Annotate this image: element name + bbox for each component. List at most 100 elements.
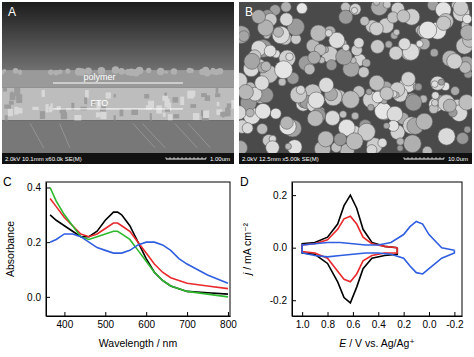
sem-texture: [2, 71, 4, 75]
tick-label: 800: [220, 319, 237, 330]
sem-scale-tick: [439, 157, 440, 159]
sem-scale-tick: [185, 157, 186, 159]
sem-texture: [96, 112, 101, 117]
tick: 0.0: [423, 312, 437, 330]
sem-particle: [304, 64, 315, 75]
sem-scale-tick: [419, 157, 420, 159]
sem-particle: [431, 81, 438, 88]
sem-texture: [172, 97, 178, 103]
tick: 0.0: [27, 292, 50, 303]
sem-particle: [404, 135, 422, 153]
sem-particle: [342, 91, 360, 109]
sem-particle: [370, 22, 384, 36]
sem-scale-tick: [435, 157, 436, 159]
sem-particle: [239, 26, 250, 44]
sem-particle: [369, 75, 384, 90]
sem-texture: [76, 69, 82, 75]
sem-texture: [84, 97, 87, 104]
sem-texture: [163, 113, 166, 117]
tick-label: 700: [179, 319, 196, 330]
sem-texture: [42, 90, 45, 97]
x-axis-title: E / V vs. Ag/Ag⁺: [339, 337, 415, 349]
plot-frame: [46, 182, 230, 316]
panel-letter: B: [245, 5, 253, 19]
sem-texture: [136, 67, 144, 75]
sem-particle: [432, 92, 440, 100]
tick-label: 600: [138, 319, 155, 330]
sem-particle: [296, 86, 305, 95]
tick: 400: [57, 312, 74, 330]
sem-particle: [307, 110, 323, 126]
tick-label: 0.2: [273, 190, 287, 201]
tick-label: 500: [97, 319, 114, 330]
axis-line: [292, 183, 293, 317]
sem-particle: [264, 45, 276, 57]
data-line: [302, 216, 397, 282]
sem-particle: [430, 49, 438, 57]
sem-particle: [325, 30, 332, 37]
sem-info-strip: [239, 153, 472, 164]
sem-image: [239, 2, 472, 164]
tick-mark: [46, 297, 50, 298]
sem-particle: [358, 67, 369, 78]
sem-substrate: [2, 120, 234, 164]
data-line: [50, 234, 228, 283]
sem-texture: [10, 93, 16, 101]
data-line: [50, 212, 228, 294]
sem-texture: [171, 68, 177, 74]
sem-texture: [101, 112, 107, 119]
sem-texture: [53, 70, 58, 75]
sem-particle: [351, 112, 358, 119]
tick: 0.2: [397, 312, 411, 330]
sem-texture: [85, 90, 89, 98]
sem-texture: [4, 105, 11, 109]
sem-particle: [387, 106, 403, 122]
sem-particle: [286, 53, 294, 61]
sem-scale-tick: [403, 157, 404, 159]
sem-scale-tick: [407, 157, 408, 159]
sem-particle: [397, 138, 405, 146]
axis-line: [46, 183, 47, 317]
sem-texture: [120, 109, 124, 117]
sem-texture: [30, 124, 43, 148]
tick-label: 0.2: [27, 237, 41, 248]
sem-info-strip: [2, 153, 234, 164]
sem-texture: [168, 114, 173, 121]
plot-area: [50, 187, 228, 296]
tick: 0.0: [273, 242, 296, 253]
tick: 800: [220, 312, 237, 330]
sem-particle: [266, 141, 280, 155]
sem-texture: [49, 106, 52, 112]
sem-particle: [334, 133, 347, 146]
sem-texture: [165, 70, 168, 73]
sem-particle: [464, 126, 471, 133]
sem-particle: [310, 25, 326, 41]
panel-letter: D: [240, 175, 249, 189]
tick-mark: [187, 312, 188, 316]
sem-particle: [373, 2, 379, 6]
data-line: [302, 195, 397, 303]
sem-particle: [383, 2, 391, 8]
tick: 0.4: [372, 312, 386, 330]
sem-particle: [285, 143, 291, 149]
tick: 600: [138, 312, 155, 330]
tick: 0.8: [321, 312, 335, 330]
sem-scale-tick: [177, 157, 178, 159]
tick: 700: [179, 312, 196, 330]
axis-line: [47, 316, 231, 317]
sem-info: 2.0kV 12.5mm x5.00k SE(M): [242, 156, 319, 162]
sem-particle: [281, 2, 291, 12]
sem-scale-tick: [411, 157, 412, 159]
sem-particle: [273, 27, 283, 37]
sem-scale-tick: [431, 157, 432, 159]
tick-mark: [64, 312, 65, 316]
panel-letter: C: [3, 175, 12, 189]
sem-particle: [368, 104, 375, 111]
sem-texture: [146, 68, 151, 73]
tick-mark: [404, 312, 405, 316]
sem-texture: [157, 68, 165, 76]
sem-texture: [180, 97, 184, 105]
tick-mark: [378, 312, 379, 316]
sem-texture: [156, 105, 162, 113]
sem-particle: [252, 10, 266, 24]
